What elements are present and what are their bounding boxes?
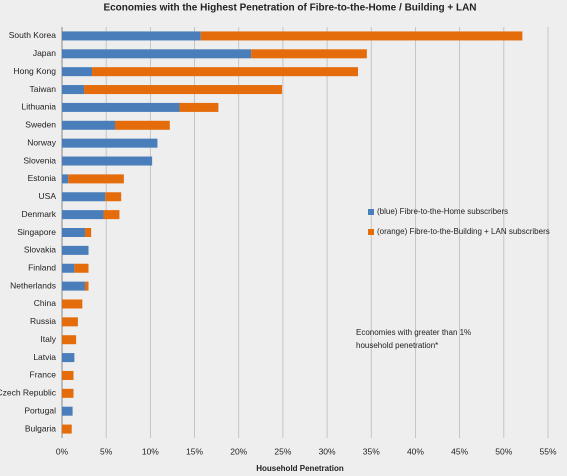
bar-segment — [62, 353, 75, 363]
bar-segment — [179, 102, 219, 112]
y-tick-label: Japan — [33, 48, 56, 58]
x-tick-label: 25% — [274, 446, 291, 456]
y-tick-label: Lithuania — [21, 102, 56, 112]
y-tick-label: Singapore — [17, 227, 56, 237]
bar-segment — [103, 210, 120, 220]
bar-segment — [92, 67, 359, 77]
bar-segment — [62, 317, 78, 327]
x-tick-label: 5% — [100, 446, 113, 456]
bar-segment — [62, 388, 74, 398]
legend-label: (orange) Fibre-to-the-Building + LAN sub… — [377, 227, 550, 236]
bar-segment — [62, 174, 69, 184]
bar-segment — [62, 263, 75, 273]
bar-segment — [62, 120, 116, 130]
y-tick-label: Sweden — [25, 120, 56, 130]
y-tick-label: Estonia — [28, 173, 57, 183]
chart-title: Economies with the Highest Penetration o… — [103, 3, 476, 14]
y-tick-label: Latvia — [33, 352, 56, 362]
x-tick-label: 0% — [56, 446, 69, 456]
bar-segment — [200, 31, 523, 41]
bar-segment — [68, 174, 124, 184]
bar-segment — [84, 228, 92, 237]
x-tick-label: 35% — [363, 446, 380, 456]
bar-segment — [62, 31, 201, 41]
bar-segment — [62, 370, 74, 380]
y-tick-label: China — [34, 298, 56, 308]
bar-segment — [62, 424, 72, 434]
y-tick-label: Taiwan — [30, 84, 57, 94]
y-tick-label: South Korea — [9, 30, 57, 40]
y-tick-label: Slovakia — [24, 245, 56, 255]
y-tick-label: USA — [39, 191, 57, 201]
x-tick-label: 30% — [319, 446, 336, 456]
y-tick-label: Denmark — [22, 209, 57, 219]
y-tick-label: Portugal — [24, 405, 56, 415]
bar-segment — [62, 245, 89, 255]
annotation: Economies with greater than 1% — [356, 328, 471, 337]
y-tick-label: Hong Kong — [13, 66, 56, 76]
bar-segment — [62, 281, 85, 291]
annotation: household penetration* — [356, 341, 438, 350]
bar-segment — [84, 281, 89, 291]
y-tick-label: Finland — [28, 262, 56, 272]
bar-segment — [62, 335, 77, 345]
bar-segment — [62, 102, 180, 112]
bar-segment — [74, 263, 89, 273]
y-tick-label: Netherlands — [10, 280, 56, 290]
legend-swatch — [368, 209, 374, 215]
x-axis-title: Household Penetration — [256, 464, 344, 473]
x-tick-label: 55% — [539, 446, 556, 456]
x-tick-label: 50% — [495, 446, 512, 456]
bar-segment — [115, 120, 170, 130]
bar-segment — [62, 49, 252, 59]
y-tick-label: Russia — [30, 316, 56, 326]
bar-segment — [105, 192, 122, 202]
bar-segment — [62, 156, 153, 166]
bar-segment — [62, 138, 158, 148]
y-tick-label: Bulgaria — [25, 423, 56, 433]
legend-swatch — [368, 229, 374, 235]
x-tick-label: 40% — [407, 446, 424, 456]
bar-segment — [62, 406, 73, 416]
x-tick-label: 20% — [230, 446, 247, 456]
y-tick-label: Norway — [27, 137, 57, 147]
bar-segment — [62, 85, 85, 95]
x-tick-label: 10% — [142, 446, 159, 456]
bar-segment — [62, 210, 104, 220]
x-tick-label: 45% — [451, 446, 468, 456]
y-tick-label: Slovenia — [23, 155, 56, 165]
y-tick-label: Czech Republic — [0, 388, 57, 398]
bar-segment — [251, 49, 367, 59]
bar-segment — [62, 228, 85, 237]
legend-label: (blue) Fibre-to-the-Home subscribers — [377, 207, 508, 216]
bar-segment — [62, 67, 93, 77]
y-tick-label: France — [30, 370, 57, 380]
bar-segment — [62, 192, 106, 202]
bar-segment — [84, 85, 283, 95]
bar-segment — [62, 299, 83, 309]
y-tick-label: Italy — [40, 334, 56, 344]
x-tick-label: 15% — [186, 446, 203, 456]
